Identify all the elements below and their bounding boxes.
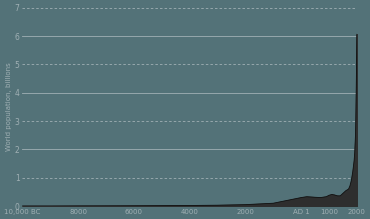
Y-axis label: World population, billions: World population, billions [6,62,12,151]
